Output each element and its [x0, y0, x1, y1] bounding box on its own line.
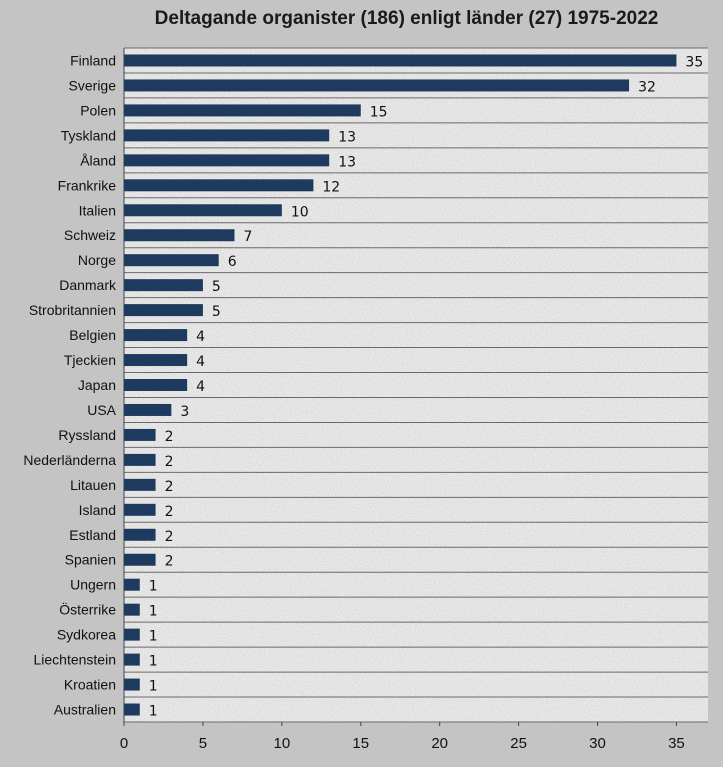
value-label: 4 [196, 329, 205, 345]
bar-Island [124, 503, 156, 516]
category-label: Sydkorea [57, 627, 116, 643]
bars [124, 54, 677, 716]
value-label: 2 [165, 529, 174, 545]
x-tick-label: 20 [431, 735, 448, 752]
category-label: Frankrike [58, 177, 117, 193]
value-label: 10 [291, 204, 309, 220]
chart-title: Deltagande organister (186) enligt lände… [154, 8, 659, 29]
value-label: 13 [338, 154, 356, 170]
bar-Österrike [124, 603, 140, 616]
bar-Sverige [124, 79, 630, 92]
bar-Liechtenstein [124, 653, 140, 666]
value-label: 1 [149, 604, 158, 620]
bar-Litauen [124, 478, 156, 491]
value-label: 7 [243, 229, 252, 245]
category-label: Belgien [69, 327, 116, 343]
category-label: Finland [70, 52, 116, 68]
value-label: 2 [165, 554, 174, 570]
value-label: 3 [180, 404, 189, 420]
category-label: Sverige [69, 77, 117, 93]
bar-Ungern [124, 578, 140, 591]
value-label: 1 [149, 679, 158, 695]
category-label: Danmark [59, 277, 117, 293]
x-tick-label: 35 [668, 735, 685, 752]
bar-USA [124, 403, 172, 416]
category-label: Tyskland [61, 127, 116, 143]
category-labels: Finland Sverige Polen Tyskland Åland Frankrik… [23, 52, 117, 717]
bar-Nederländerna [124, 453, 156, 466]
bar-Strobritannien [124, 304, 203, 317]
category-label: Tjeckien [64, 352, 116, 368]
value-label: 12 [322, 179, 340, 195]
value-label: 1 [149, 654, 158, 670]
bar-Italien [124, 204, 282, 217]
bar-Tjeckien [124, 354, 188, 367]
category-label: Schweiz [64, 227, 116, 243]
category-label: Australien [54, 702, 116, 718]
value-label: 2 [165, 504, 174, 520]
x-tick-label: 25 [510, 735, 527, 752]
bar-Norge [124, 254, 219, 267]
gridlines [123, 47, 708, 723]
x-axis: 0 5 10 15 20 25 30 35 [120, 722, 685, 752]
bar-Sydkorea [124, 628, 140, 641]
value-label: 35 [685, 54, 703, 70]
category-label: Åland [80, 152, 116, 168]
value-label: 2 [165, 454, 174, 470]
category-label: Kroatien [64, 677, 116, 693]
bar-Åland [124, 154, 330, 167]
value-label: 2 [165, 429, 174, 445]
value-label: 4 [196, 354, 205, 370]
bar-Japan [124, 379, 188, 391]
value-label: 2 [165, 479, 174, 495]
value-label: 32 [638, 79, 656, 95]
bar-Belgien [124, 329, 188, 342]
category-label: Ungern [70, 577, 116, 593]
bar-Finland [124, 54, 677, 67]
category-label: Österrike [59, 601, 116, 618]
value-label: 4 [196, 379, 205, 395]
category-label: Spanien [65, 552, 116, 568]
category-label: Norge [78, 252, 116, 268]
x-tick-label: 5 [199, 735, 207, 752]
x-tick-label: 0 [120, 735, 128, 752]
category-label: Litauen [70, 477, 116, 493]
plot-area [124, 48, 708, 722]
value-label: 13 [338, 129, 356, 145]
bar-Kroatien [124, 678, 140, 691]
category-label: Island [79, 502, 116, 518]
bar-Danmark [124, 279, 203, 292]
category-label: Italien [79, 202, 116, 218]
category-label: Strobritannien [29, 302, 116, 318]
bar-Estland [124, 528, 156, 541]
category-label: Polen [80, 102, 116, 118]
category-label: Liechtenstein [33, 652, 116, 668]
category-label: Nederländerna [23, 452, 116, 468]
bar-Australien [124, 703, 140, 716]
x-tick-label: 30 [589, 735, 606, 752]
category-label: Ryssland [58, 427, 116, 443]
category-label: Japan [78, 377, 116, 393]
bar-Polen [124, 104, 361, 117]
bar-Tyskland [124, 129, 330, 142]
bar-Ryssland [124, 428, 156, 441]
value-label: 1 [149, 629, 158, 645]
x-tick-label: 15 [352, 735, 369, 752]
value-label: 5 [212, 279, 221, 295]
category-label: Estland [69, 527, 116, 543]
value-label: 6 [228, 254, 237, 270]
value-label: 15 [370, 104, 388, 120]
x-tick-label: 10 [273, 735, 290, 752]
plot-texture [124, 48, 708, 722]
category-label: USA [87, 402, 116, 418]
bar-Spanien [124, 553, 156, 566]
value-label: 1 [149, 704, 158, 720]
bar-Frankrike [124, 179, 314, 192]
value-label: 5 [212, 304, 221, 320]
bar-Schweiz [124, 229, 235, 242]
value-label: 1 [149, 579, 158, 595]
